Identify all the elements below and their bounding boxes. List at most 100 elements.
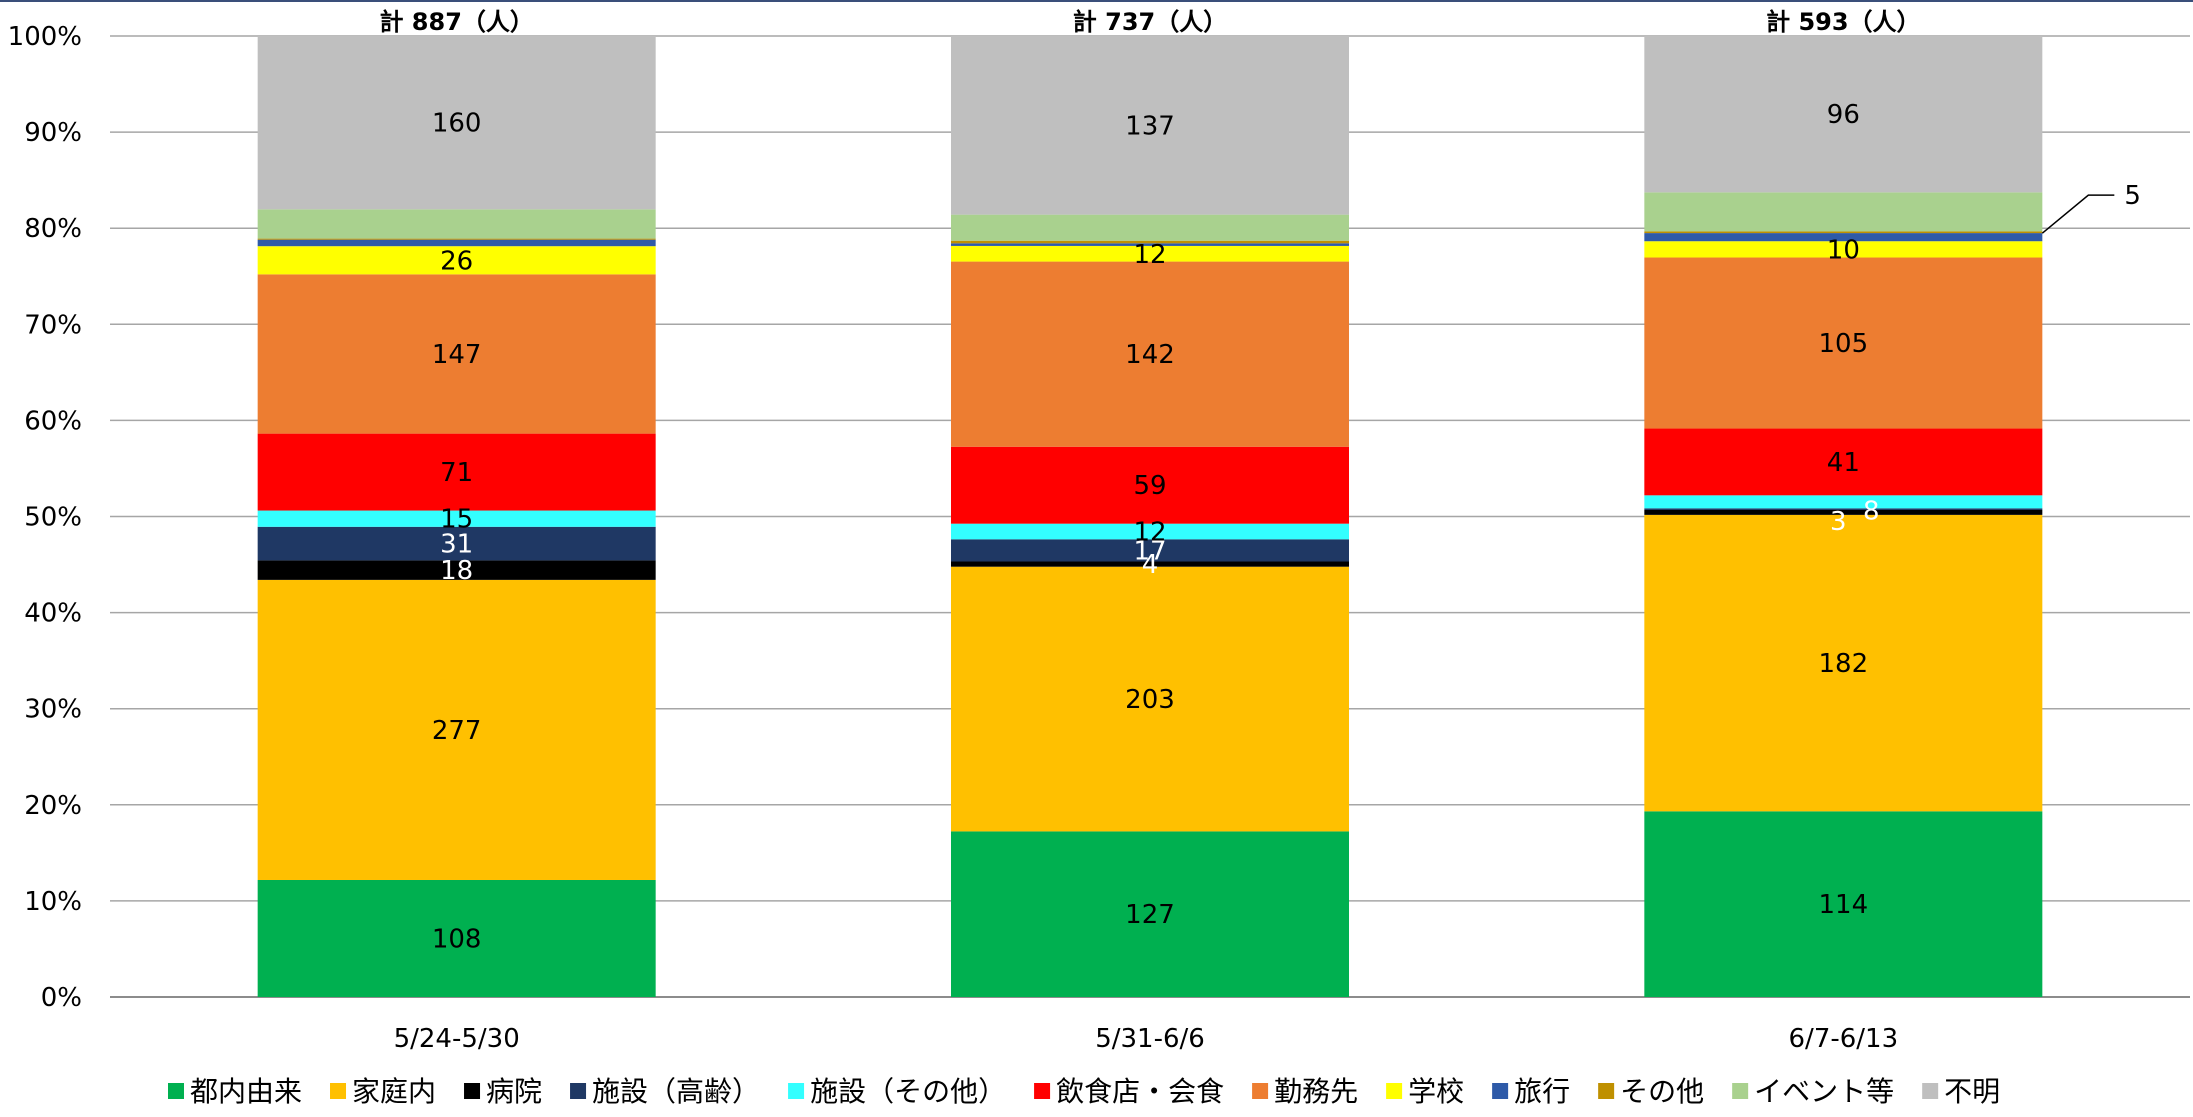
- top-rule: [0, 0, 2193, 2]
- y-tick-label: 30%: [24, 695, 82, 725]
- bar-segment: [257, 579, 656, 880]
- bar-segment: [257, 510, 656, 527]
- legend-label: 旅行: [1514, 1075, 1570, 1108]
- data-label: 59: [1133, 471, 1166, 501]
- legend-label: 都内由来: [190, 1075, 302, 1108]
- bar-segment: [1644, 192, 2043, 232]
- bar-segment: [257, 246, 656, 275]
- legend-swatch: [464, 1083, 481, 1099]
- bar-segment: [1644, 514, 2043, 812]
- data-label: 8: [1863, 496, 1880, 526]
- legend-label: その他: [1620, 1075, 1704, 1108]
- legend-label: イベント等: [1754, 1075, 1894, 1108]
- data-labels: 1082771831157114726160127203417125914212…: [432, 100, 2141, 954]
- bar-segment: [951, 831, 1349, 997]
- legend-label: 勤務先: [1274, 1075, 1358, 1108]
- data-label: 105: [1819, 329, 1869, 359]
- data-label: 71: [440, 458, 473, 488]
- data-label: 114: [1819, 890, 1869, 920]
- data-label: 10: [1827, 235, 1860, 265]
- data-label: 147: [432, 340, 482, 370]
- data-label: 12: [1133, 240, 1166, 270]
- bar-segment: [951, 561, 1349, 567]
- legend-swatch: [1034, 1083, 1051, 1099]
- y-tick-label: 80%: [24, 214, 82, 244]
- bar-segment: [257, 274, 656, 434]
- bar-segment: [1644, 495, 2043, 509]
- legend-swatch: [1492, 1083, 1509, 1099]
- bars: [257, 36, 2043, 997]
- bar-total-label: 計 593（人）: [1766, 8, 1920, 36]
- y-tick-label: 100%: [8, 22, 82, 52]
- y-tick-label: 50%: [24, 503, 82, 533]
- bar-segment: [1644, 231, 2043, 234]
- bar-segment: [951, 243, 1349, 246]
- y-axis: 0% 10% 20% 30% 40% 50% 60% 70% 80% 90% 100%: [8, 22, 82, 1013]
- y-tick-label: 40%: [24, 599, 82, 629]
- legend-swatch: [788, 1083, 805, 1099]
- bar-segment: [257, 560, 656, 580]
- bar-segment: [1644, 241, 2043, 258]
- data-label: 160: [432, 109, 482, 139]
- bar-segment: [951, 261, 1349, 447]
- x-category-label: 5/24-5/30: [394, 1024, 520, 1054]
- data-label: 17: [1133, 536, 1166, 566]
- bar-segment: [951, 523, 1349, 540]
- legend-swatch: [330, 1083, 347, 1099]
- y-tick-label: 70%: [24, 310, 82, 340]
- bar-segment: [257, 433, 656, 511]
- legend-label: 飲食店・会食: [1056, 1075, 1224, 1108]
- x-axis: 5/24-5/30 5/31-6/6 6/7-6/13: [394, 1024, 1899, 1054]
- bar-segment: [1644, 509, 2043, 515]
- legend-label: 施設（高齢）: [592, 1075, 760, 1108]
- data-label: 108: [432, 924, 482, 954]
- data-label: 31: [440, 530, 473, 560]
- data-label: 5: [2124, 181, 2141, 211]
- legend-swatch: [1386, 1083, 1403, 1099]
- data-label: 4: [1142, 550, 1159, 580]
- legend-swatch: [1598, 1083, 1615, 1099]
- leader-line: [2041, 194, 2115, 234]
- bar-segment: [1644, 36, 2043, 193]
- bar-segment: [257, 526, 656, 561]
- legend-label: 学校: [1408, 1075, 1464, 1108]
- data-label: 127: [1125, 900, 1175, 930]
- bar-totals: 計 887（人） 計 737（人） 計 593（人）: [379, 8, 1920, 36]
- data-label: 182: [1819, 649, 1869, 679]
- bar-segment: [951, 446, 1349, 524]
- bar-segment: [1644, 428, 2043, 496]
- bar-segment: [1644, 811, 2043, 997]
- y-tick-label: 10%: [24, 887, 82, 917]
- bar-segment: [951, 566, 1349, 832]
- bar-segment: [257, 879, 656, 997]
- y-tick-label: 60%: [24, 406, 82, 436]
- bar-segment: [951, 36, 1349, 215]
- data-label: 277: [432, 716, 482, 746]
- legend-swatch: [1732, 1083, 1749, 1099]
- bar-segment: [951, 214, 1349, 241]
- legend-label: 家庭内: [352, 1075, 436, 1108]
- legend-swatch: [570, 1083, 587, 1099]
- data-label: 96: [1827, 100, 1860, 130]
- legend-label: 不明: [1944, 1075, 2000, 1108]
- data-label: 15: [440, 505, 473, 535]
- bar-segment: [257, 239, 656, 247]
- bar-segment: [257, 209, 656, 239]
- data-label: 142: [1125, 340, 1175, 370]
- bar-segment: [1644, 257, 2043, 429]
- bar-total-label: 計 887（人）: [379, 8, 533, 36]
- bar-total-label: 計 737（人）: [1073, 8, 1227, 36]
- bar-segment: [1644, 508, 2043, 510]
- data-label: 18: [440, 556, 473, 586]
- data-label: 26: [440, 246, 473, 276]
- data-label: 3: [1830, 507, 1847, 537]
- y-tick-label: 0%: [41, 983, 82, 1013]
- data-label: 12: [1133, 517, 1166, 547]
- y-tick-label: 90%: [24, 118, 82, 148]
- x-category-label: 5/31-6/6: [1095, 1024, 1205, 1054]
- legend-swatch: [168, 1083, 184, 1099]
- legend-label: 施設（その他）: [810, 1075, 1006, 1108]
- bar-segment: [257, 238, 656, 240]
- legend-swatch: [1252, 1083, 1269, 1099]
